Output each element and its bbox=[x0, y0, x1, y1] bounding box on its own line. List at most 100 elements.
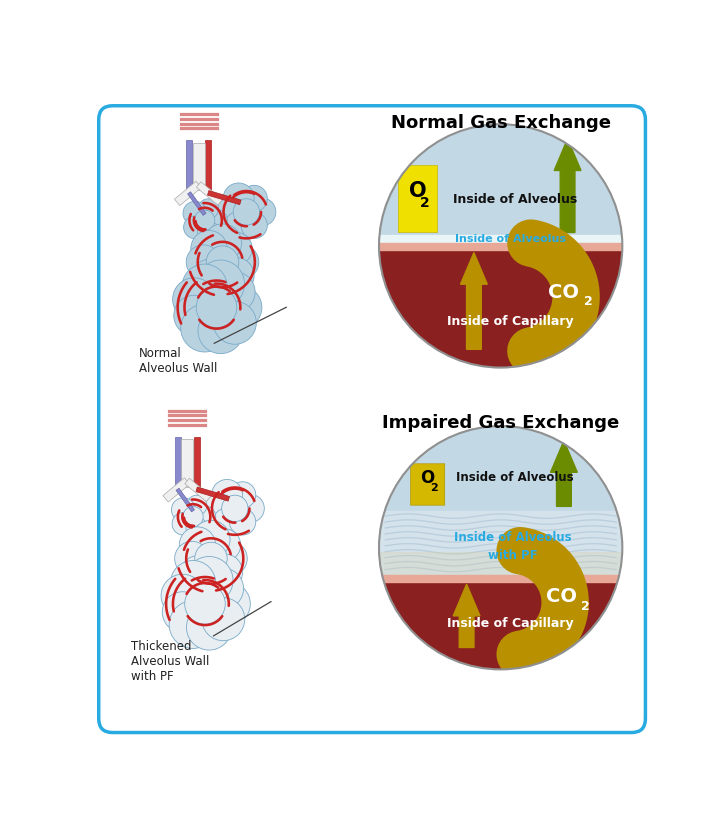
Circle shape bbox=[183, 202, 207, 225]
Polygon shape bbox=[196, 182, 222, 205]
Text: Impaired Gas Exchange: Impaired Gas Exchange bbox=[382, 414, 619, 432]
Circle shape bbox=[224, 245, 258, 279]
Bar bbox=[379, 243, 622, 250]
Text: Thickened
Alveolus Wall
with PF: Thickened Alveolus Wall with PF bbox=[131, 602, 271, 683]
Polygon shape bbox=[174, 437, 181, 490]
Circle shape bbox=[205, 209, 227, 231]
Circle shape bbox=[211, 480, 242, 510]
Polygon shape bbox=[460, 252, 487, 349]
Circle shape bbox=[197, 221, 219, 242]
Circle shape bbox=[205, 494, 234, 523]
Bar bbox=[379, 582, 622, 670]
Circle shape bbox=[203, 224, 242, 262]
Circle shape bbox=[174, 295, 214, 336]
Circle shape bbox=[218, 257, 254, 294]
Circle shape bbox=[379, 124, 622, 368]
Circle shape bbox=[192, 520, 230, 559]
Circle shape bbox=[173, 278, 216, 320]
Circle shape bbox=[196, 287, 237, 328]
Circle shape bbox=[214, 271, 255, 312]
Circle shape bbox=[192, 559, 230, 597]
Text: 2: 2 bbox=[420, 196, 430, 210]
Polygon shape bbox=[205, 140, 211, 193]
Circle shape bbox=[223, 183, 254, 214]
Circle shape bbox=[206, 246, 239, 278]
Circle shape bbox=[193, 259, 225, 292]
Circle shape bbox=[169, 601, 217, 648]
Circle shape bbox=[206, 554, 242, 590]
Polygon shape bbox=[181, 439, 193, 487]
Circle shape bbox=[241, 212, 267, 238]
Circle shape bbox=[203, 262, 242, 300]
Circle shape bbox=[233, 198, 260, 225]
Circle shape bbox=[198, 308, 243, 354]
Polygon shape bbox=[550, 441, 577, 506]
Circle shape bbox=[187, 605, 232, 650]
FancyBboxPatch shape bbox=[399, 165, 438, 232]
Circle shape bbox=[229, 509, 256, 535]
Circle shape bbox=[202, 598, 245, 641]
Bar bbox=[379, 574, 622, 582]
Bar bbox=[379, 389, 622, 511]
Polygon shape bbox=[453, 584, 480, 647]
Text: 2: 2 bbox=[582, 599, 590, 613]
Circle shape bbox=[241, 185, 267, 212]
Circle shape bbox=[163, 592, 203, 632]
Circle shape bbox=[219, 286, 262, 329]
Circle shape bbox=[197, 260, 245, 308]
Text: Normal Gas Exchange: Normal Gas Exchange bbox=[391, 114, 611, 132]
Text: Inside of Alveolus: Inside of Alveolus bbox=[457, 471, 574, 484]
Text: Inside of Capillary: Inside of Capillary bbox=[447, 315, 574, 328]
Text: O: O bbox=[420, 469, 435, 487]
Text: Inside of Alveolus: Inside of Alveolus bbox=[455, 234, 566, 244]
Polygon shape bbox=[192, 143, 205, 190]
Bar bbox=[379, 235, 622, 243]
Text: 2: 2 bbox=[584, 295, 592, 309]
Bar bbox=[379, 552, 622, 574]
Circle shape bbox=[379, 426, 622, 670]
Text: CO: CO bbox=[548, 283, 579, 301]
Polygon shape bbox=[196, 487, 229, 501]
Circle shape bbox=[208, 529, 241, 561]
Circle shape bbox=[191, 231, 227, 266]
Bar bbox=[379, 250, 622, 368]
Circle shape bbox=[184, 583, 225, 624]
Circle shape bbox=[179, 527, 216, 564]
Circle shape bbox=[229, 481, 256, 508]
Polygon shape bbox=[194, 437, 200, 490]
Polygon shape bbox=[163, 478, 189, 502]
Text: Inside of Capillary: Inside of Capillary bbox=[447, 617, 574, 630]
Circle shape bbox=[184, 216, 206, 239]
Circle shape bbox=[182, 556, 213, 588]
Circle shape bbox=[171, 560, 216, 606]
Polygon shape bbox=[185, 478, 211, 501]
Circle shape bbox=[237, 495, 264, 522]
Bar bbox=[379, 511, 622, 574]
Circle shape bbox=[213, 508, 241, 536]
Circle shape bbox=[182, 264, 227, 310]
Circle shape bbox=[171, 498, 195, 522]
Polygon shape bbox=[554, 139, 581, 232]
Circle shape bbox=[187, 496, 207, 515]
Circle shape bbox=[172, 512, 195, 535]
Polygon shape bbox=[174, 181, 201, 206]
Polygon shape bbox=[187, 192, 206, 215]
Circle shape bbox=[203, 569, 243, 609]
Text: Inside of Alveolus: Inside of Alveolus bbox=[453, 193, 577, 206]
Circle shape bbox=[187, 245, 221, 279]
Circle shape bbox=[186, 517, 208, 539]
Circle shape bbox=[161, 574, 204, 618]
Circle shape bbox=[220, 232, 252, 265]
Circle shape bbox=[208, 583, 250, 625]
Text: O: O bbox=[409, 181, 427, 201]
Polygon shape bbox=[186, 140, 192, 193]
Circle shape bbox=[195, 542, 227, 574]
Circle shape bbox=[175, 541, 209, 576]
Polygon shape bbox=[208, 191, 241, 205]
Circle shape bbox=[248, 198, 276, 226]
Text: 2: 2 bbox=[430, 483, 438, 493]
Circle shape bbox=[195, 210, 215, 231]
Circle shape bbox=[195, 506, 216, 528]
Circle shape bbox=[181, 305, 229, 352]
FancyBboxPatch shape bbox=[411, 464, 445, 505]
